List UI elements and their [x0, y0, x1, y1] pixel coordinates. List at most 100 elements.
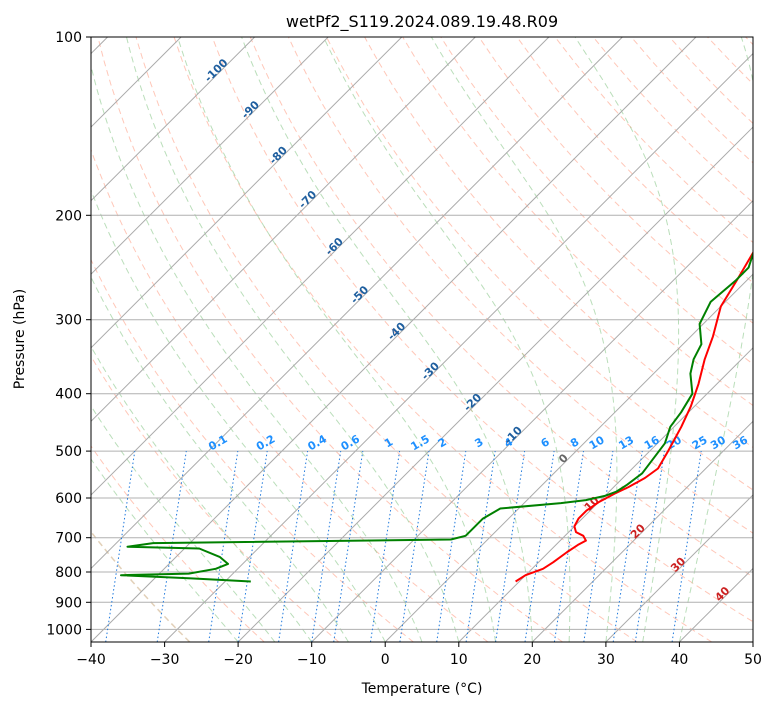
mixing-ratio-label: 3 — [472, 435, 485, 450]
isotherm-line — [91, 37, 403, 349]
isotherm-line — [752, 641, 753, 642]
x-tick-label: 40 — [670, 652, 688, 668]
dry-adiabat-line — [91, 258, 414, 642]
dry-adiabat-line — [478, 37, 753, 324]
mixing-ratio-line — [278, 451, 309, 642]
isotherms — [91, 37, 753, 642]
isotherm-line — [679, 567, 753, 642]
isotherm-label: -70 — [296, 188, 319, 211]
x-tick-label: 0 — [381, 652, 390, 668]
isotherm-label: -50 — [348, 283, 371, 306]
isotherm-line — [91, 37, 476, 423]
y-axis-label: Pressure (hPa) — [12, 289, 28, 389]
mixing-ratio-label: 0.6 — [339, 432, 363, 453]
chart-title: wetPf2_S119.2024.089.19.48.R09 — [286, 12, 558, 32]
isotherm-line — [91, 37, 550, 496]
y-tick-label: 700 — [55, 531, 82, 547]
dry-adiabat-line — [669, 37, 753, 125]
isotherm-line — [458, 347, 753, 642]
mixing-ratio-line — [156, 451, 187, 642]
isotherm-line — [91, 37, 329, 275]
background-lines — [91, 37, 753, 642]
dry-adiabat-line — [745, 37, 753, 46]
isotherm-line — [605, 494, 753, 642]
dry-adiabat-line — [326, 37, 753, 491]
moist-adiabat-line — [91, 64, 423, 642]
moist-adiabat-line — [91, 458, 239, 642]
moist-adiabat-line — [177, 37, 497, 642]
dry-adiabat-line — [135, 37, 638, 642]
y-tick-label: 300 — [55, 313, 82, 329]
mixing-ratio-label: 1.5 — [409, 432, 432, 453]
dry-adiabat-line — [440, 37, 753, 365]
dry-adiabat-line — [173, 37, 713, 642]
mixing-ratio-line — [237, 451, 268, 642]
moist-adiabat-line — [678, 37, 753, 642]
dry-adiabat-line — [592, 37, 753, 204]
x-tick-label: −20 — [223, 652, 253, 668]
temperature-line — [515, 250, 753, 583]
y-tick-label: 900 — [55, 595, 82, 611]
dry-adiabat-line — [91, 530, 191, 642]
dry-adiabat-line — [287, 37, 753, 534]
mixing-ratio-line — [436, 451, 467, 642]
mixing-ratio-label: 10 — [587, 433, 607, 452]
y-tick-label: 100 — [55, 30, 82, 46]
mixing-ratio-line — [524, 451, 555, 642]
y-tick-label: 200 — [55, 208, 82, 224]
y-tick-label: 1000 — [46, 622, 82, 638]
x-axis: −40 −30 −20 −10 0 10 20 30 40 50 — [76, 642, 762, 668]
dry-adiabats — [91, 37, 753, 642]
y-tick-label: 600 — [55, 491, 82, 507]
isotherm-label: -60 — [323, 235, 346, 258]
isotherm-label: 40 — [712, 584, 732, 604]
y-tick-label: 800 — [55, 565, 82, 581]
mixing-ratio-line — [553, 451, 584, 642]
x-tick-label: 10 — [450, 652, 468, 668]
dry-adiabat-line — [554, 37, 753, 244]
isotherm-line — [91, 37, 623, 570]
moist-adiabat-line — [91, 188, 386, 642]
y-tick-label: 500 — [55, 444, 82, 460]
x-tick-label: 50 — [744, 652, 762, 668]
dry-adiabat-line — [211, 37, 753, 623]
y-axis: 100 200 300 400 500 600 700 800 900 1000 — [46, 30, 91, 638]
moist-adiabat-line — [91, 405, 276, 642]
dry-adiabat-line — [97, 37, 563, 642]
dry-adiabat-line — [516, 37, 753, 284]
isotherm-label: -30 — [419, 359, 442, 382]
plot-frame — [90, 36, 754, 643]
mixing-ratio-line — [634, 451, 665, 642]
isotherm-line — [531, 420, 753, 642]
x-tick-label: 30 — [597, 652, 615, 668]
isotherm-label: -100 — [202, 56, 231, 85]
moist-adiabat-line — [241, 37, 533, 642]
moist-adiabat-line — [430, 37, 618, 642]
mixing-ratio-line — [495, 451, 526, 642]
isotherm-line — [384, 273, 753, 642]
mixing-ratio-line — [399, 451, 430, 642]
x-tick-label: −40 — [76, 652, 106, 668]
x-tick-label: −30 — [150, 652, 180, 668]
mixing-ratio-label: 25 — [690, 433, 710, 452]
isotherm-line — [91, 37, 256, 202]
dry-adiabat-line — [91, 445, 265, 642]
mixing-ratio-label: 6 — [539, 435, 552, 450]
dry-adiabat-line — [91, 355, 340, 642]
y-tick-label: 400 — [55, 387, 82, 403]
mixing-ratio-line — [105, 451, 136, 642]
mixing-ratio-line — [370, 451, 401, 642]
isotherm-label: -90 — [239, 98, 262, 121]
moist-adiabat-line — [126, 37, 460, 642]
moist-adiabat-line — [91, 345, 313, 642]
moist-adiabat-line — [574, 37, 680, 642]
sounding-lines — [120, 250, 753, 583]
isotherm-line — [237, 126, 753, 642]
mixing-ratio-line — [465, 451, 496, 642]
isotherm-label: -40 — [385, 320, 408, 343]
mixing-ratio-line — [208, 451, 239, 642]
mixing-ratio-lines — [105, 451, 702, 642]
mixing-ratio-line — [333, 451, 364, 642]
moist-adiabats — [91, 37, 753, 642]
